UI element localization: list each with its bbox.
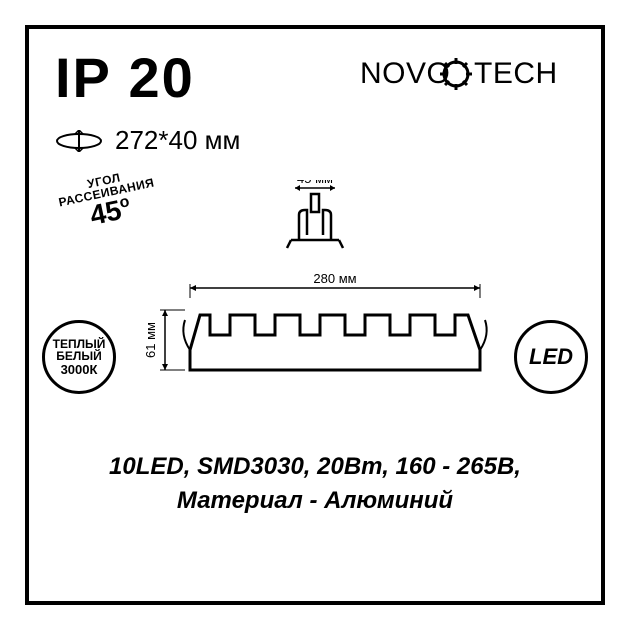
led-badge: LED (514, 320, 588, 394)
dim-height: 61 мм (143, 322, 158, 358)
cutout-icon (55, 130, 103, 152)
dim-end-width: 45 мм (297, 180, 333, 186)
end-view: 45 мм (287, 180, 343, 248)
fixture-diagram: 45 мм 280 мм (130, 180, 500, 420)
brand-logo: NOVO TECH (360, 55, 580, 93)
dim-length: 280 мм (313, 271, 356, 286)
color-temp-badge: ТЕПЛЫЙ БЕЛЫЙ 3000К (42, 320, 116, 394)
cutout-value: 272*40 мм (115, 125, 240, 156)
color-temp-l2: БЕЛЫЙ (56, 350, 101, 363)
cutout-dimension: 272*40 мм (55, 125, 240, 156)
spec-text: 10LED, SMD3030, 20Вт, 160 - 265В, Матери… (0, 450, 630, 517)
side-view: 280 мм 61 мм (143, 271, 487, 370)
ip-rating: IP 20 (55, 45, 195, 110)
spec-line-1: 10LED, SMD3030, 20Вт, 160 - 265В, (0, 450, 630, 484)
color-temp-l3: 3000К (61, 363, 98, 377)
led-badge-text: LED (529, 345, 573, 368)
brand-pre: NOVO (360, 57, 450, 90)
brand-post: TECH (474, 57, 558, 90)
spec-line-2: Материал - Алюминий (0, 484, 630, 518)
